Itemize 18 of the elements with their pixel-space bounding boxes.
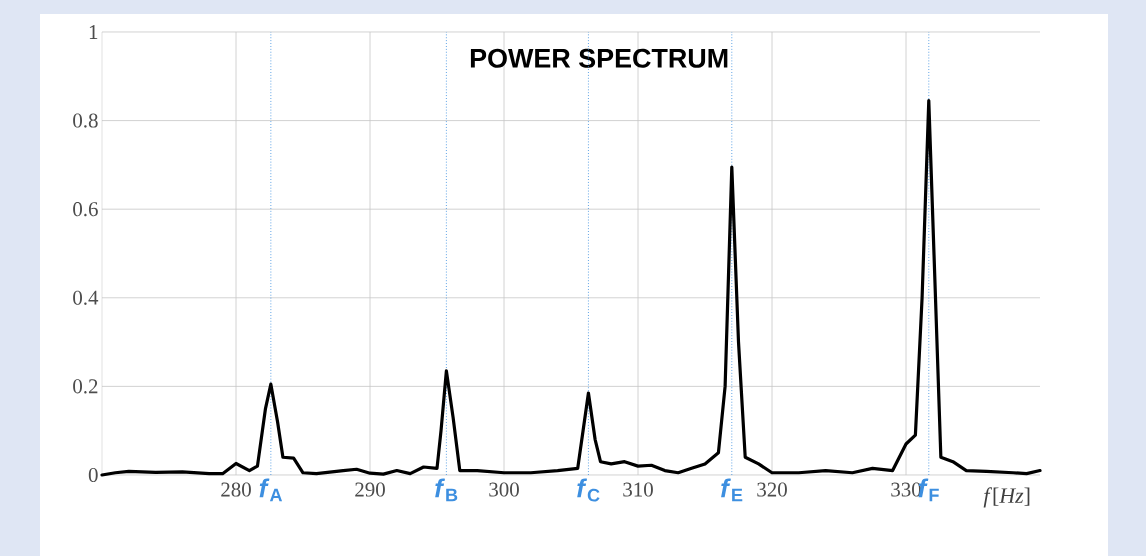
chart-title: POWER SPECTRUM bbox=[470, 48, 728, 68]
ref-line-label: f$_{B}$ bbox=[435, 478, 458, 502]
x-tick-label: 290 bbox=[355, 482, 385, 497]
x-tick-label: 310 bbox=[623, 482, 653, 497]
line-series bbox=[100, 99, 1042, 477]
x-tick-label: 320 bbox=[757, 482, 787, 497]
y-tick-label: 1 bbox=[89, 25, 98, 39]
y-tick-label: 0.8 bbox=[73, 113, 98, 128]
x-tick-label: 300 bbox=[489, 482, 519, 497]
y-tick-label: 0.2 bbox=[73, 379, 98, 394]
ref-line-label: f$_{C}$ bbox=[577, 478, 600, 502]
x-tick-label: 280 bbox=[221, 482, 251, 497]
y-tick-label: 0.6 bbox=[73, 202, 98, 217]
ref-line-label: f$_{A}$ bbox=[259, 478, 283, 502]
y-tick-label: 0.4 bbox=[73, 290, 99, 305]
y-tick-label: 0 bbox=[88, 467, 98, 483]
x-axis-title: f[Hz] bbox=[983, 487, 1030, 508]
ref-line-label: f$_{E}$ bbox=[721, 478, 743, 502]
